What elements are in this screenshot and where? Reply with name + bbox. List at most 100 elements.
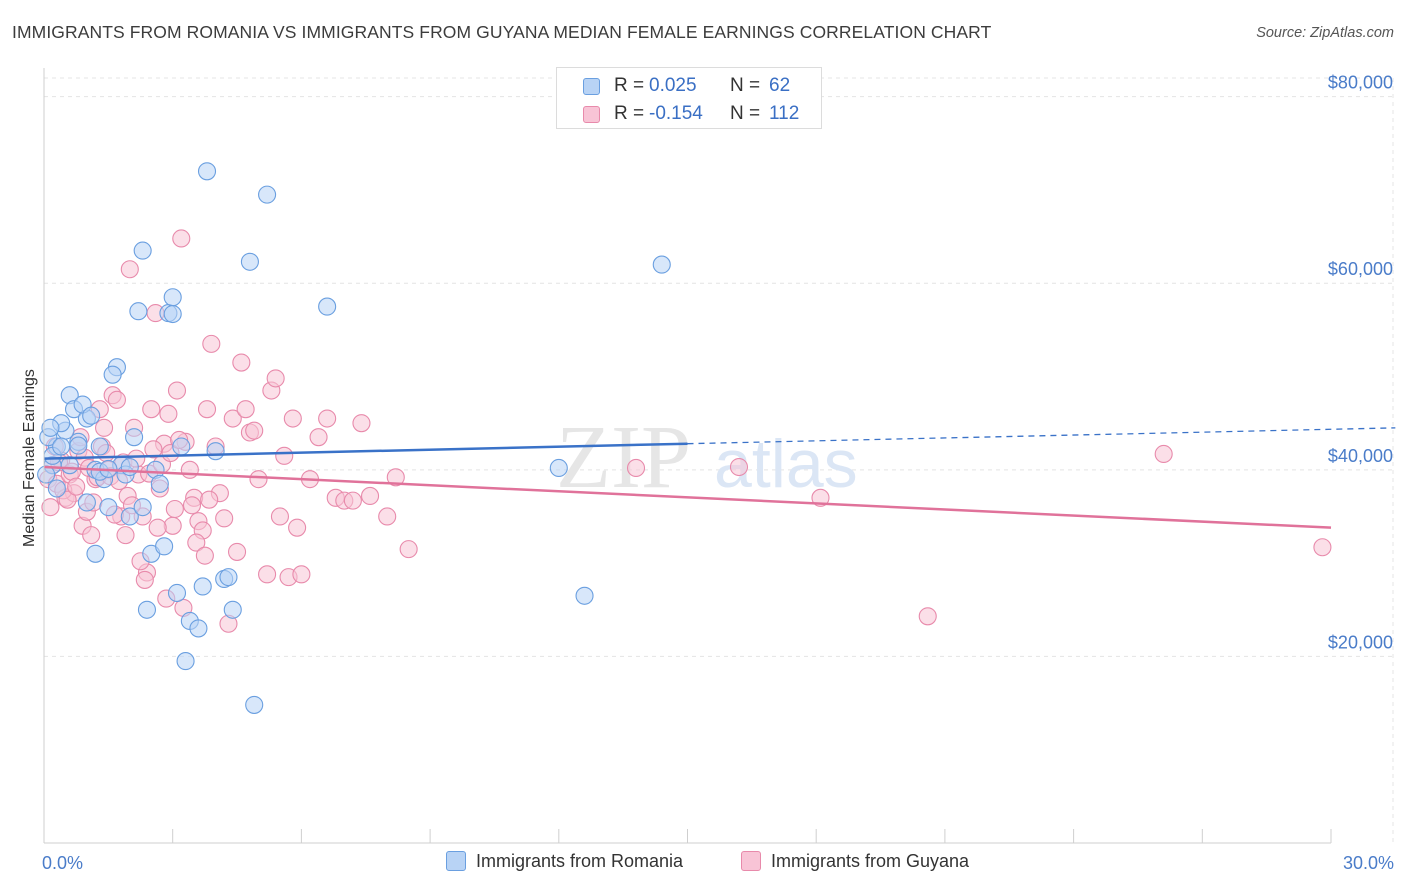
romania-point [549, 458, 568, 478]
guyana-point [95, 418, 114, 437]
romania-point [155, 537, 174, 556]
axis-layer: $20,000 $40,000 $60,000 $80,000 0.0% 30.0% [42, 68, 1394, 873]
y-tick-label: $40,000 [1328, 446, 1393, 466]
legend-r-label: R = [614, 103, 645, 124]
legend-n-label: N = [730, 103, 761, 124]
guyana-point [1313, 538, 1332, 557]
guyana-point [82, 526, 101, 545]
guyana-point [729, 457, 749, 477]
guyana-point [41, 498, 60, 517]
romania-trend-line [43, 442, 688, 460]
romania-point [137, 600, 157, 619]
guyana-point [167, 381, 187, 400]
romania-point [176, 652, 195, 671]
romania-point [172, 437, 191, 456]
romania-point [240, 252, 259, 271]
guyana-point [343, 491, 362, 510]
guyana-n-value: 112 [769, 103, 800, 124]
guyana-point [163, 516, 182, 535]
x-tick-label-min: 0.0% [42, 853, 83, 873]
guyana-point [275, 446, 294, 465]
guyana-point [135, 570, 154, 589]
guyana-point [120, 260, 139, 279]
romania-point [129, 302, 148, 321]
guyana-point [159, 404, 178, 423]
guyana-point [352, 414, 371, 433]
guyana-point [288, 518, 307, 537]
y-tick-label: $80,000 [1328, 73, 1393, 93]
guyana-point [266, 369, 285, 388]
romania-point [133, 498, 152, 517]
romania-n-value: 62 [769, 75, 791, 96]
guyana-point [1154, 444, 1173, 464]
guyana-point [172, 229, 191, 248]
romania-points [37, 162, 671, 714]
guyana-point [142, 400, 161, 419]
romania-point [167, 583, 187, 603]
bottom-legend-guyana: Immigrants from Guyana [741, 851, 969, 872]
romania-point [258, 185, 277, 204]
guyana-legend-label: Immigrants from Guyana [771, 851, 970, 871]
romania-point [133, 241, 152, 260]
romania-point [219, 568, 238, 587]
guyana-point [236, 400, 255, 419]
guyana-point [67, 477, 86, 496]
guyana-point [360, 486, 380, 506]
guyana-point [258, 565, 277, 584]
watermark-zip: ZIP [556, 408, 691, 507]
guyana-point [116, 526, 135, 545]
romania-point [245, 695, 264, 714]
guyana-point [318, 409, 337, 428]
legend-r-label: R = [614, 75, 645, 96]
romania-point [120, 507, 139, 526]
guyana-point [195, 546, 214, 565]
romania-swatch [583, 78, 600, 95]
guyana-point [811, 488, 830, 507]
guyana-point [200, 490, 219, 509]
guyana-point [58, 490, 77, 509]
guyana-point [232, 353, 251, 372]
guyana-trend-line [43, 465, 1332, 529]
y-tick-label: $20,000 [1328, 632, 1393, 652]
romania-point [163, 304, 182, 324]
trend-layer [43, 427, 1396, 529]
guyana-point [309, 428, 328, 447]
romania-point [90, 437, 109, 456]
guyana-point [918, 607, 937, 626]
romania-point [197, 162, 217, 181]
guyana-point [245, 421, 264, 440]
romania-point [41, 418, 60, 437]
romania-legend-label: Immigrants from Romania [476, 851, 684, 871]
guyana-point [182, 496, 202, 515]
guyana-point [107, 390, 126, 409]
guyana-point [283, 409, 302, 428]
guyana-point [187, 533, 206, 552]
stats-legend: R = 0.025 N = 62 R = -0.154 N = 112 [556, 67, 822, 129]
guyana-legend-swatch [741, 851, 761, 871]
guyana-point [148, 518, 167, 537]
romania-point [120, 457, 139, 477]
guyana-point [223, 409, 242, 428]
guyana-point [399, 540, 418, 559]
guyana-point [249, 470, 268, 489]
romania-legend-swatch [446, 851, 466, 871]
romania-point [77, 493, 96, 512]
romania-point [163, 288, 182, 307]
guyana-point [626, 458, 646, 478]
romania-point [125, 428, 144, 447]
y-tick-label: $60,000 [1328, 259, 1393, 279]
guyana-point [378, 507, 397, 526]
romania-point [318, 297, 337, 316]
romania-point [82, 406, 101, 425]
guyana-point [202, 334, 221, 353]
guyana-point [228, 542, 247, 561]
guyana-point [386, 468, 405, 487]
romania-point [86, 544, 105, 563]
x-tick-label-max: 30.0% [1343, 853, 1394, 873]
romania-point [223, 600, 242, 619]
guyana-point [165, 499, 184, 519]
romania-point [652, 255, 671, 274]
source-label: Source: ZipAtlas.com [1256, 25, 1394, 41]
guyana-point [215, 509, 234, 528]
